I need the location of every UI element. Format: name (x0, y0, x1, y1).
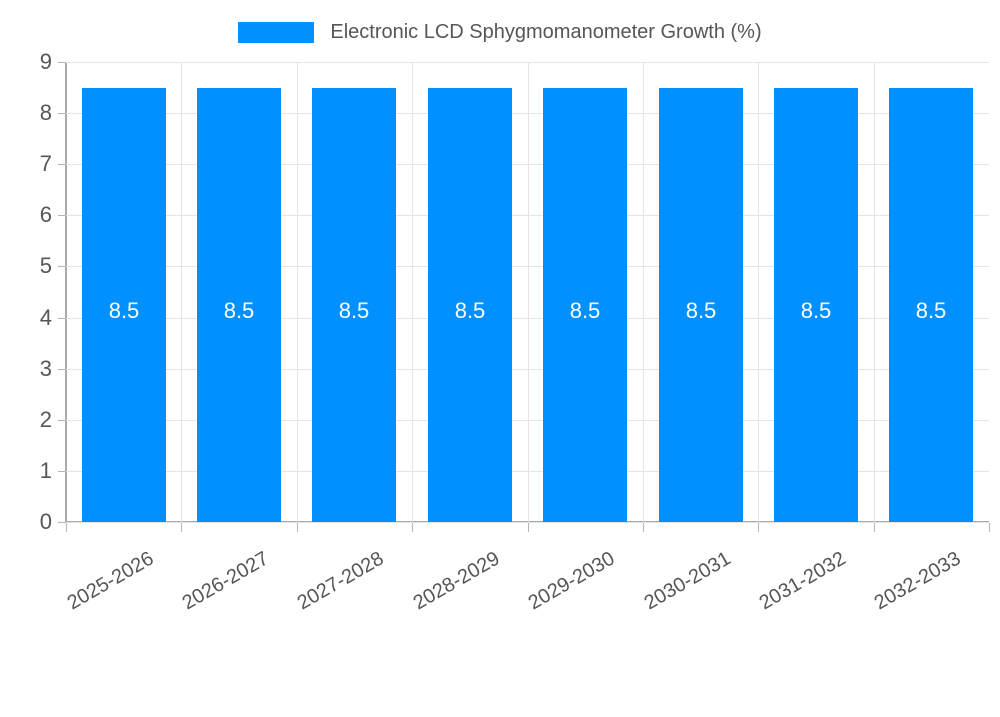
y-axis-tick-mark (58, 113, 66, 114)
y-axis-tick-mark (58, 215, 66, 216)
y-axis-tick-label: 6 (39, 202, 52, 227)
bar[interactable] (428, 88, 512, 522)
plot-area: 8.5 8.5 8.5 8.5 8.5 8.5 8.5 8.5 (66, 62, 989, 523)
y-gridline (66, 420, 989, 421)
y-axis-tick-mark (58, 62, 66, 63)
y-gridline (66, 318, 989, 319)
y-gridline (66, 522, 989, 523)
x-gridline (874, 62, 875, 522)
y-axis-tick-label: 4 (39, 305, 52, 330)
y-gridline (66, 113, 989, 114)
y-axis-tick-label: 0 (39, 509, 52, 534)
x-axis-tick-labels: 2025-2026 2026-2027 2027-2028 2028-2029 2029… (63, 547, 964, 614)
y-axis-tick-label: 3 (39, 356, 52, 381)
bar-value-label: 8.5 (915, 298, 947, 323)
bar-value-label: 8.5 (223, 298, 255, 323)
x-gridline (181, 62, 182, 522)
y-axis-tick-label: 5 (39, 253, 52, 278)
x-axis-tick-mark (758, 523, 759, 532)
x-gridline (528, 62, 529, 522)
x-axis-tick-mark (412, 523, 413, 532)
y-axis-tick-mark (58, 369, 66, 370)
x-gridline (412, 62, 413, 522)
y-gridline (66, 369, 989, 370)
y-gridline (66, 62, 989, 63)
bar-value-label: 8.5 (569, 298, 601, 323)
bar-value-label: 8.5 (108, 298, 140, 323)
x-axis-tick-mark (874, 523, 875, 532)
x-axis-tick-mark (66, 523, 67, 532)
y-gridline (66, 215, 989, 216)
y-gridline (66, 266, 989, 267)
y-axis-tick-label: 1 (39, 458, 52, 483)
y-axis-tick-label: 7 (39, 151, 52, 176)
bar-value-label: 8.5 (454, 298, 486, 323)
legend-item[interactable]: Electronic LCD Sphygmomanometer Growth (… (238, 21, 762, 43)
x-axis-tick-mark (989, 523, 990, 532)
bar-value-label: 8.5 (800, 298, 832, 323)
y-axis-tick-label: 2 (39, 407, 52, 432)
y-axis-tick-label: 8 (39, 100, 52, 125)
y-axis-tick-mark (58, 522, 66, 523)
y-axis-tick-mark (58, 420, 66, 421)
bar-value-label: 8.5 (338, 298, 370, 323)
y-axis-line (65, 62, 67, 523)
y-axis-tick-mark (58, 318, 66, 319)
y-axis-tick-mark (58, 164, 66, 165)
y-axis-tick-label: 9 (39, 49, 52, 74)
y-axis-tick-mark (58, 266, 66, 267)
x-gridline (758, 62, 759, 522)
bar[interactable] (312, 88, 396, 522)
chart-legend: Electronic LCD Sphygmomanometer Growth (… (0, 14, 1000, 50)
y-gridline (66, 471, 989, 472)
legend-item-label: Electronic LCD Sphygmomanometer Growth (… (330, 21, 762, 43)
y-axis-tick-mark (58, 471, 66, 472)
x-gridline (643, 62, 644, 522)
bar[interactable] (889, 88, 973, 522)
bar[interactable] (659, 88, 743, 522)
x-axis-tick-mark (643, 523, 644, 532)
bar[interactable] (774, 88, 858, 522)
bar-chart: Electronic LCD Sphygmomanometer Growth (… (0, 0, 1000, 615)
y-gridline (66, 164, 989, 165)
y-axis-tick-labels: 0 1 2 3 4 5 6 7 8 9 (0, 0, 52, 600)
x-axis-tick-mark (297, 523, 298, 532)
x-axis-tick-mark (528, 523, 529, 532)
bar[interactable] (197, 88, 281, 522)
x-axis-tick-mark (181, 523, 182, 532)
bar[interactable] (543, 88, 627, 522)
bar-value-label: 8.5 (685, 298, 717, 323)
bar[interactable] (82, 88, 166, 522)
legend-color-swatch (238, 21, 315, 43)
x-gridline (297, 62, 298, 522)
